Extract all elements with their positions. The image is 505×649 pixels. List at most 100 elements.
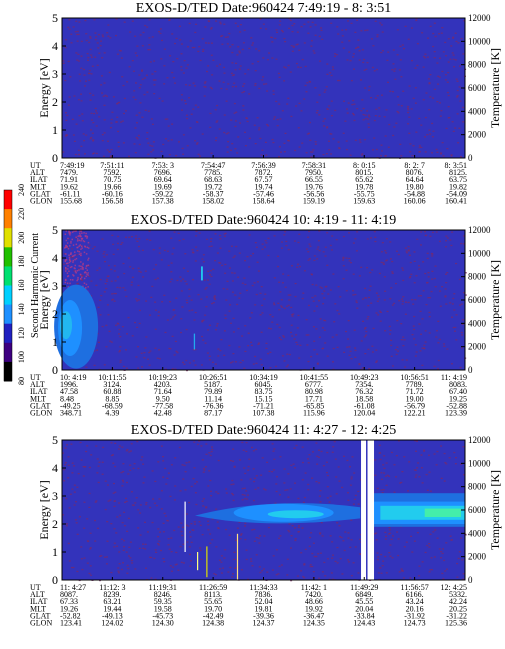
noise-speckle <box>391 69 394 71</box>
noise-speckle <box>78 239 81 242</box>
noise-speckle <box>331 336 334 338</box>
noise-speckle <box>326 355 329 357</box>
noise-speckle <box>122 562 124 564</box>
noise-speckle <box>258 127 261 129</box>
noise-speckle <box>376 559 379 561</box>
noise-speckle <box>377 295 380 297</box>
noise-speckle <box>109 156 112 158</box>
noise-speckle <box>121 522 124 524</box>
noise-speckle <box>174 42 176 45</box>
noise-speckle <box>67 542 70 545</box>
noise-speckle <box>361 367 364 369</box>
noise-speckle <box>210 27 213 29</box>
noise-speckle <box>306 344 309 346</box>
noise-speckle <box>160 259 163 261</box>
noise-speckle <box>284 41 287 43</box>
noise-speckle <box>170 464 173 466</box>
ephemeris-value: 7479. <box>60 168 78 177</box>
noise-speckle <box>322 303 325 305</box>
noise-speckle <box>319 60 322 62</box>
noise-speckle <box>323 125 326 127</box>
noise-speckle <box>347 320 350 322</box>
noise-speckle <box>361 99 364 101</box>
noise-speckle <box>180 69 183 71</box>
noise-speckle <box>352 562 355 564</box>
noise-speckle <box>189 553 191 556</box>
noise-speckle <box>65 119 68 121</box>
noise-speckle <box>443 480 446 482</box>
noise-speckle <box>72 26 75 28</box>
noise-speckle <box>68 230 70 232</box>
noise-speckle <box>200 298 203 300</box>
noise-speckle <box>451 52 454 54</box>
noise-speckle <box>67 248 70 250</box>
noise-speckle <box>147 358 149 360</box>
noise-speckle <box>105 254 108 256</box>
ephemeris-value: 67.40 <box>449 387 467 396</box>
ephemeris-value: 19.72 <box>204 182 222 191</box>
noise-speckle <box>410 273 413 275</box>
ephemeris-value: 19.44 <box>103 604 121 613</box>
noise-speckle <box>240 18 243 20</box>
noise-speckle <box>303 270 306 272</box>
noise-speckle <box>84 85 86 87</box>
ephemeris-value: -60.16 <box>102 189 123 198</box>
noise-speckle <box>86 518 89 520</box>
noise-speckle <box>258 566 261 568</box>
noise-speckle <box>372 149 374 151</box>
noise-speckle <box>126 564 129 567</box>
noise-speckle <box>193 521 196 523</box>
noise-speckle <box>316 101 319 103</box>
noise-speckle <box>113 500 116 502</box>
noise-speckle <box>139 34 142 36</box>
noise-speckle <box>232 317 235 319</box>
noise-speckle <box>81 275 84 277</box>
noise-speckle <box>309 81 312 83</box>
noise-speckle <box>76 570 79 573</box>
ephemeris-row-label: MLT <box>30 604 46 613</box>
ephemeris-value: 160.41 <box>445 197 467 206</box>
noise-speckle <box>186 270 189 272</box>
ephemeris-value: -54.88 <box>404 189 425 198</box>
noise-speckle <box>359 139 362 141</box>
noise-speckle <box>422 99 425 101</box>
noise-speckle <box>271 321 274 323</box>
noise-speckle <box>88 72 91 74</box>
noise-speckle <box>444 570 447 572</box>
panel-title: EXOS-D/TED Date:960424 7:49:19 - 8: 3:51 <box>136 1 391 16</box>
ephemeris-value: 10:56:51 <box>400 373 428 382</box>
noise-speckle <box>343 100 345 102</box>
noise-speckle <box>89 92 92 95</box>
noise-speckle <box>379 458 382 461</box>
noise-speckle <box>186 369 188 372</box>
noise-speckle <box>240 533 243 535</box>
noise-speckle <box>413 282 416 284</box>
noise-speckle <box>445 542 448 544</box>
noise-speckle <box>213 296 216 298</box>
noise-speckle <box>410 108 413 110</box>
noise-speckle <box>371 351 374 353</box>
noise-speckle <box>454 330 456 332</box>
noise-speckle <box>80 261 82 263</box>
noise-speckle <box>225 528 227 531</box>
noise-speckle <box>246 256 249 258</box>
noise-speckle <box>136 440 139 443</box>
noise-speckle <box>93 246 96 248</box>
noise-speckle <box>433 556 436 558</box>
noise-speckle <box>110 149 113 151</box>
noise-speckle <box>158 247 161 249</box>
noise-speckle <box>253 528 256 531</box>
noise-speckle <box>447 117 450 119</box>
noise-speckle <box>66 272 69 274</box>
noise-speckle <box>418 117 421 120</box>
ephemeris-value: -56.56 <box>304 189 325 198</box>
noise-speckle <box>425 304 428 306</box>
noise-speckle <box>450 45 453 47</box>
noise-speckle <box>67 237 69 240</box>
noise-speckle <box>103 556 106 558</box>
noise-speckle <box>113 546 116 548</box>
noise-speckle <box>160 445 163 447</box>
noise-speckle <box>367 114 370 116</box>
panel-3: EXOS-D/TED Date:960424 11: 4:27 - 12: 4:… <box>30 423 502 628</box>
ephemeris-value: 158.64 <box>253 197 275 206</box>
